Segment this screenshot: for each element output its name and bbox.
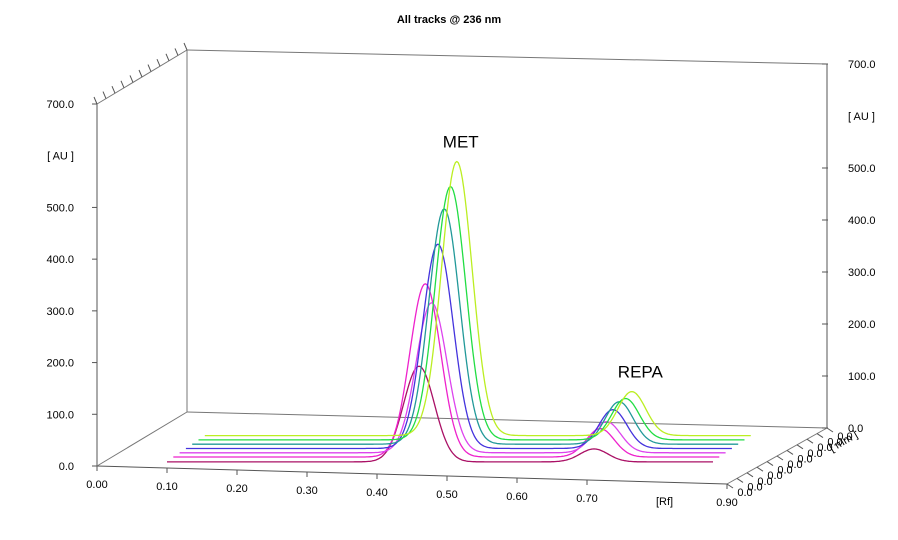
axis-ticks: 0.0 100.0 200.0 300.0 400.0 500.0 700.0 [ AU ] 0…	[46, 42, 876, 509]
left-y-tick-label: 200.0	[46, 358, 74, 370]
depth-tick-mark	[147, 64, 152, 72]
right-y-unit-label: [ AU ]	[848, 111, 875, 123]
x-tick-label: 0.90	[716, 497, 737, 509]
track-line-5	[192, 208, 739, 445]
left-y-tick-label: 300.0	[46, 306, 74, 318]
bottom-depth-edge	[96, 411, 188, 467]
depth-tick-mark	[736, 477, 744, 483]
right-y-tick-label: 500.0	[848, 163, 876, 175]
right-y-tick-label: 100.0	[848, 371, 876, 383]
x-axis-label: [Rf]	[656, 496, 673, 508]
left-y-tick-label: 700.0	[46, 99, 74, 111]
depth-tick-label: 0.0	[747, 481, 762, 493]
depth-tick-mark	[111, 86, 116, 94]
x-tick-label: 0.20	[226, 483, 247, 495]
series-group	[167, 160, 751, 463]
depth-tick-label: 0.0	[787, 459, 802, 471]
depth-tick-mark	[816, 433, 824, 439]
depth-tick-mark	[174, 48, 179, 56]
x-tick-label: 0.10	[156, 481, 177, 493]
depth-tick-label: 0.0	[757, 476, 772, 488]
front-bottom-axis	[96, 465, 728, 485]
peak-label: REPA	[618, 363, 664, 382]
depth-tick-label: 0.0	[837, 431, 852, 443]
left-y-tick-label: 100.0	[46, 409, 74, 421]
depth-tick-mark	[826, 427, 834, 433]
depth-tick-mark	[183, 42, 188, 51]
depth-tick-mark	[806, 438, 814, 444]
x-tick-label: 0.30	[296, 485, 317, 497]
depth-tick-mark	[93, 96, 98, 105]
depth-tick-mark	[776, 455, 784, 461]
axis-labels: MET REPA	[443, 132, 664, 381]
x-tick-label: 0.40	[366, 487, 387, 499]
depth-tick-mark	[786, 449, 794, 455]
depth-tick-mark	[756, 466, 764, 472]
depth-tick-mark	[766, 461, 774, 467]
axes-frame	[96, 49, 828, 485]
depth-tick-mark	[120, 80, 125, 88]
depth-tick-label: 0.0	[827, 437, 842, 449]
depth-tick-label: 0.0	[797, 453, 812, 465]
x-tick-label: 0.60	[506, 491, 527, 503]
x-tick-label: 0.00	[86, 479, 107, 491]
depth-tick-label: 0.0	[777, 465, 792, 477]
peak-label: MET	[443, 132, 479, 151]
depth-tick-mark	[102, 91, 107, 99]
back-top-edge	[186, 49, 828, 65]
right-y-tick-label: 300.0	[848, 267, 876, 279]
right-y-tick-label: 200.0	[848, 319, 876, 331]
left-y-tick-label: 400.0	[46, 254, 74, 266]
depth-tick-label: 0.0	[807, 448, 822, 460]
track-line-7	[204, 160, 751, 437]
track-line-1	[167, 365, 713, 463]
right-y-tick-label: 400.0	[848, 215, 876, 227]
depth-tick-mark	[156, 59, 161, 67]
track-line-6	[198, 185, 745, 441]
depth-tick-mark	[796, 444, 804, 450]
x-tick-label: 0.70	[576, 493, 597, 505]
x-tick-label: 0.50	[436, 489, 457, 501]
left-y-unit-label: [ AU ]	[47, 151, 74, 163]
track-line-4	[185, 243, 732, 450]
track-line-2	[173, 283, 720, 458]
chart-title: All tracks @ 236 nm	[397, 14, 501, 26]
depth-tick-label: 0.0	[767, 470, 782, 482]
back-bottom-edge	[186, 411, 828, 429]
left-y-tick-label: 500.0	[46, 202, 74, 214]
depth-tick-mark	[129, 75, 134, 83]
track-line-3	[179, 302, 726, 454]
right-y-tick-label: 0.0	[848, 423, 863, 435]
depth-tick-label: 0.0	[737, 487, 752, 499]
depth-tick-mark	[138, 69, 143, 78]
depth-tick-label: 0.0	[817, 442, 832, 454]
depth-tick-mark	[746, 472, 754, 478]
depth-tick-mark	[726, 483, 734, 489]
left-y-tick-label: 0.0	[59, 461, 74, 473]
right-y-tick-label: 700.0	[848, 59, 876, 71]
depth-tick-mark	[165, 53, 170, 61]
